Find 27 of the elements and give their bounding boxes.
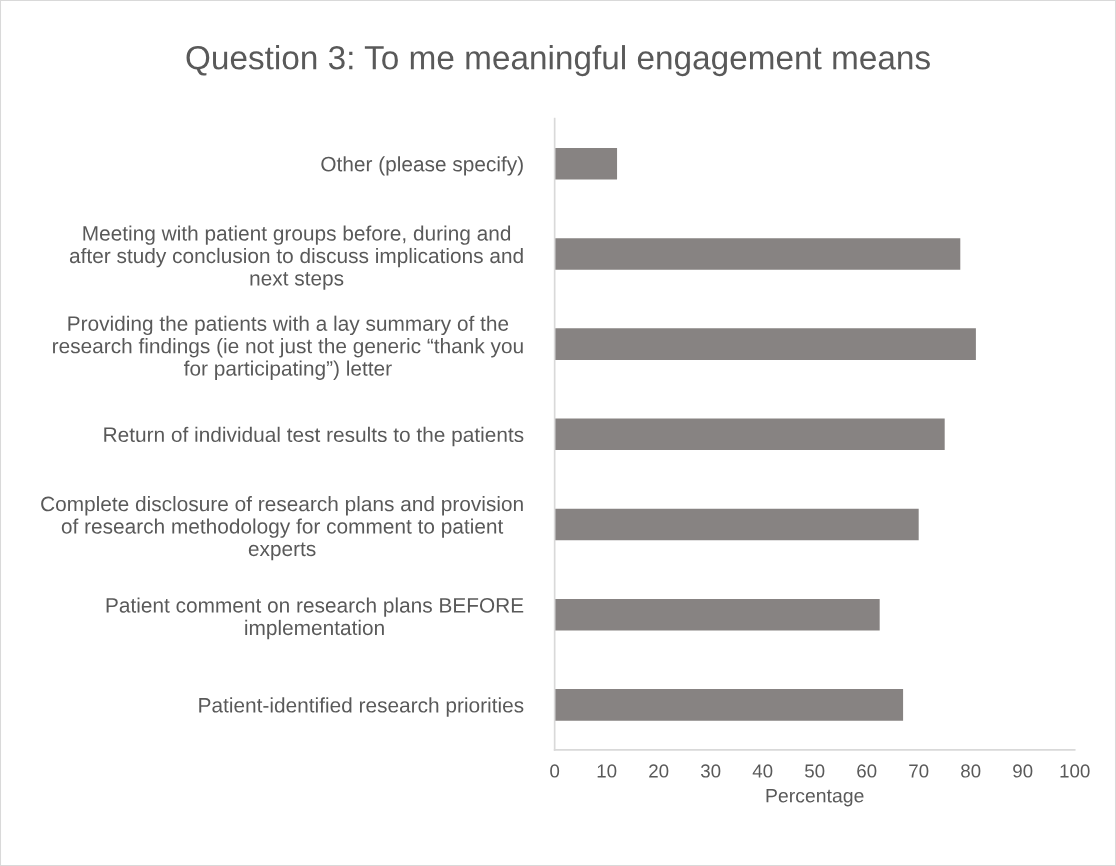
x-tick-label: 0 bbox=[550, 764, 560, 778]
y-tick-label: Patient comment on research plans BEFORE implementation bbox=[106, 597, 524, 640]
x-tick-label: 90 bbox=[1013, 764, 1033, 778]
x-tick-label: 100 bbox=[1060, 764, 1090, 778]
bar bbox=[554, 689, 904, 721]
y-tick-label: Return of individual test results to the patients bbox=[104, 426, 524, 447]
x-tick-label: 50 bbox=[805, 764, 825, 778]
x-tick-label: 80 bbox=[961, 764, 981, 778]
y-tick-label: Providing the patients with a lay summary of the research findings (ie not just the generic “thank you for participating”) letter bbox=[53, 315, 523, 380]
x-tick-label: 40 bbox=[752, 764, 773, 778]
y-tick-label: Complete disclosure of research plans and provision of research methodology for comment to patient experts bbox=[41, 496, 523, 561]
bar bbox=[554, 418, 945, 451]
bar bbox=[554, 147, 618, 180]
x-tick-label: 20 bbox=[649, 764, 669, 778]
x-tick-label: 30 bbox=[700, 764, 721, 778]
bar bbox=[554, 508, 919, 541]
bar bbox=[554, 598, 880, 631]
x-tick-label: 60 bbox=[857, 764, 877, 778]
x-tick-label: 70 bbox=[909, 764, 929, 778]
y-tick-label: Meeting with patient groups before, during and after study conclusion to discuss implications and next steps bbox=[69, 225, 523, 290]
y-tick-label: Patient-identified research priorities bbox=[199, 697, 524, 717]
bar bbox=[554, 238, 961, 270]
x-tick-label: 10 bbox=[597, 764, 617, 778]
chart-title: Question 3: To me meaningful engagement means bbox=[186, 45, 930, 77]
y-tick-label: Other (please specify) bbox=[321, 156, 523, 176]
x-axis-title: Percentage bbox=[766, 788, 864, 807]
bar bbox=[554, 328, 976, 360]
